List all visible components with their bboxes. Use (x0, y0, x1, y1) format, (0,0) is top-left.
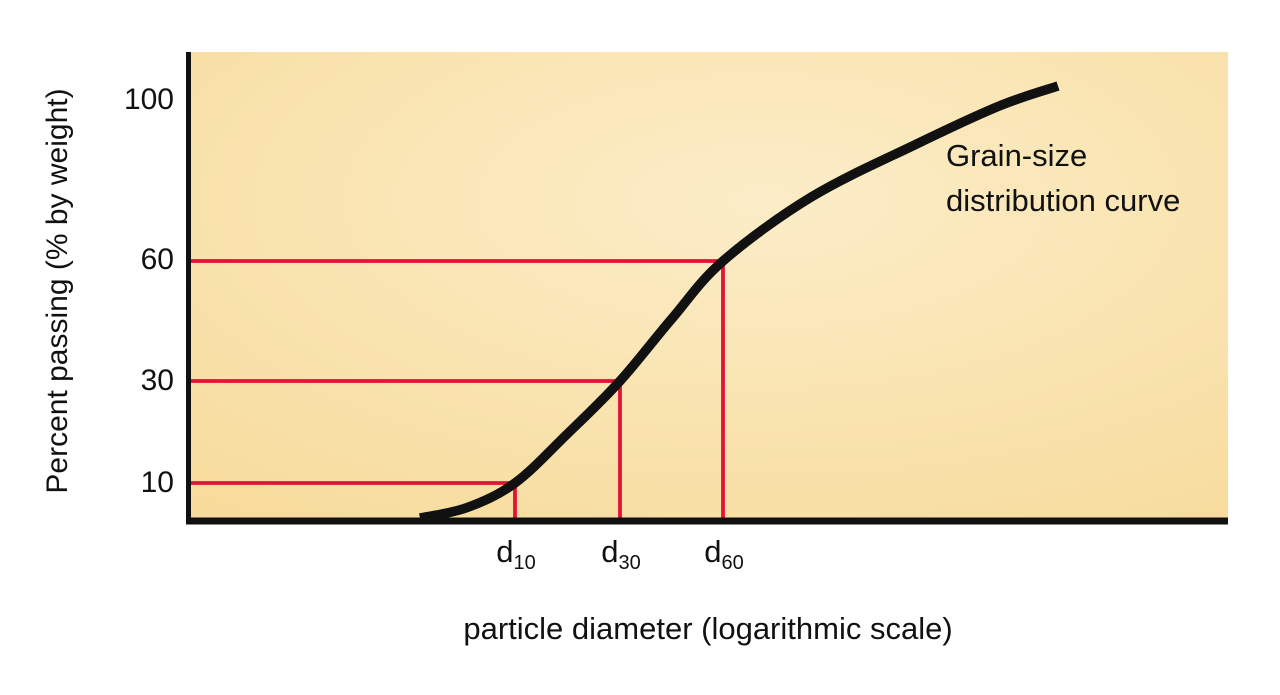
y-tick-label-10: 10 (140, 466, 174, 499)
d30-label: d30 (551, 534, 691, 573)
d60-label-base: d (704, 534, 722, 569)
d10-label-subscript: 10 (513, 552, 536, 575)
plot-area-background (191, 52, 1228, 518)
y-tick-label-60: 60 (140, 243, 174, 276)
grain-size-distribution-curve (418, 81, 1060, 523)
d60-label: d60 (654, 534, 794, 573)
d30-label-base: d (601, 534, 619, 569)
d10-label: d10 (446, 534, 586, 573)
y-tick-label-30: 30 (140, 364, 174, 397)
d60-label-subscript: 60 (721, 552, 744, 575)
curve-annotation: Grain-size distribution curve (946, 133, 1180, 223)
d30-label-subscript: 30 (618, 552, 641, 575)
x-axis-title: particle diameter (logarithmic scale) (463, 611, 953, 646)
d10-label-base: d (496, 534, 514, 569)
y-tick-label-100: 100 (123, 83, 174, 116)
curve-annotation-line2: distribution curve (946, 183, 1181, 218)
curve-annotation-line1: Grain-size (946, 138, 1088, 173)
y-axis-title: Percent passing (% by weight) (41, 88, 74, 494)
